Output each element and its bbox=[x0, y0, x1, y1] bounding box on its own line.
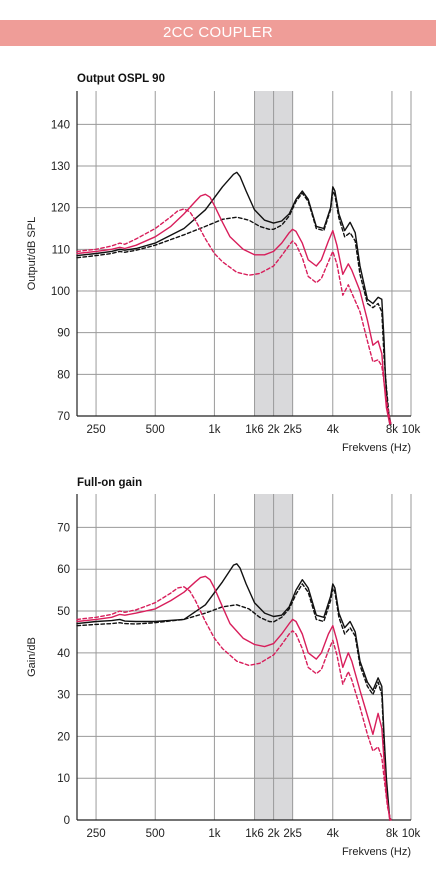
magenta-dashed-series-line bbox=[76, 586, 392, 821]
y-tick-label: 20 bbox=[57, 731, 70, 743]
section-header: 2CC COUPLER bbox=[0, 20, 436, 46]
chart-title: Full-on gain bbox=[77, 477, 142, 489]
y-tick-label: 60 bbox=[57, 564, 70, 576]
black-solid-series-line bbox=[76, 563, 391, 821]
x-tick-label: 1k6 bbox=[245, 424, 264, 436]
black-solid-series-line bbox=[76, 171, 392, 425]
y-tick-label: 140 bbox=[51, 119, 70, 131]
x-tick-label: 500 bbox=[146, 828, 165, 840]
magenta-solid-series-line bbox=[76, 575, 391, 821]
black-dashed-series-line bbox=[76, 583, 391, 821]
x-tick-label: 1k bbox=[208, 424, 220, 436]
x-tick-label: 10k bbox=[402, 424, 421, 436]
x-tick-label: 500 bbox=[146, 424, 165, 436]
x-tick-label: 1k bbox=[208, 828, 220, 840]
output-ospl90-chart: 250 500 1k 1k6 2k 2k5 4k 8k 10k 70 80 90 100 110 120 13… bbox=[26, 73, 421, 454]
y-tick-label: 70 bbox=[57, 411, 70, 423]
x-tick-label: 250 bbox=[86, 424, 105, 436]
y-tick-label: 40 bbox=[57, 648, 70, 660]
x-tick-label: 4k bbox=[327, 424, 339, 436]
y-tick-label: 0 bbox=[64, 815, 70, 827]
x-tick-label: 1k6 bbox=[245, 828, 264, 840]
y-tick-label: 80 bbox=[57, 369, 70, 381]
y-tick-label: 90 bbox=[57, 328, 70, 340]
y-tick-label: 70 bbox=[57, 522, 70, 534]
x-tick-label: 8k bbox=[386, 424, 398, 436]
x-tick-label: 2k bbox=[268, 424, 280, 436]
x-tick-label: 2k5 bbox=[283, 828, 302, 840]
x-tick-label: 4k bbox=[327, 828, 339, 840]
y-tick-label: 10 bbox=[57, 773, 70, 785]
x-tick-label: 250 bbox=[86, 828, 105, 840]
chart-title: Output OSPL 90 bbox=[77, 73, 165, 85]
black-dashed-series-line bbox=[76, 190, 391, 425]
x-axis-label: Frekvens (Hz) bbox=[342, 846, 411, 858]
y-tick-label: 100 bbox=[51, 286, 70, 298]
full-on-gain-chart: 250 500 1k 1k6 2k 2k5 4k 8k 10k 0 10 20 30 40 50 60 70 Fu… bbox=[26, 477, 421, 858]
y-axis-label: Gain/dB bbox=[26, 637, 38, 677]
y-tick-label: 130 bbox=[51, 161, 70, 173]
x-tick-label: 2k bbox=[268, 828, 280, 840]
y-tick-label: 120 bbox=[51, 203, 70, 215]
magenta-dashed-series-line bbox=[76, 208, 392, 425]
x-tick-label: 10k bbox=[402, 828, 421, 840]
y-tick-label: 30 bbox=[57, 690, 70, 702]
y-tick-label: 110 bbox=[52, 244, 70, 256]
x-tick-label: 2k5 bbox=[283, 424, 302, 436]
y-tick-label: 50 bbox=[57, 606, 70, 618]
magenta-solid-series-line bbox=[76, 193, 391, 425]
x-tick-label: 8k bbox=[386, 828, 398, 840]
x-axis-label: Frekvens (Hz) bbox=[342, 442, 411, 454]
y-axis-label: Output/dB SPL bbox=[26, 217, 38, 290]
